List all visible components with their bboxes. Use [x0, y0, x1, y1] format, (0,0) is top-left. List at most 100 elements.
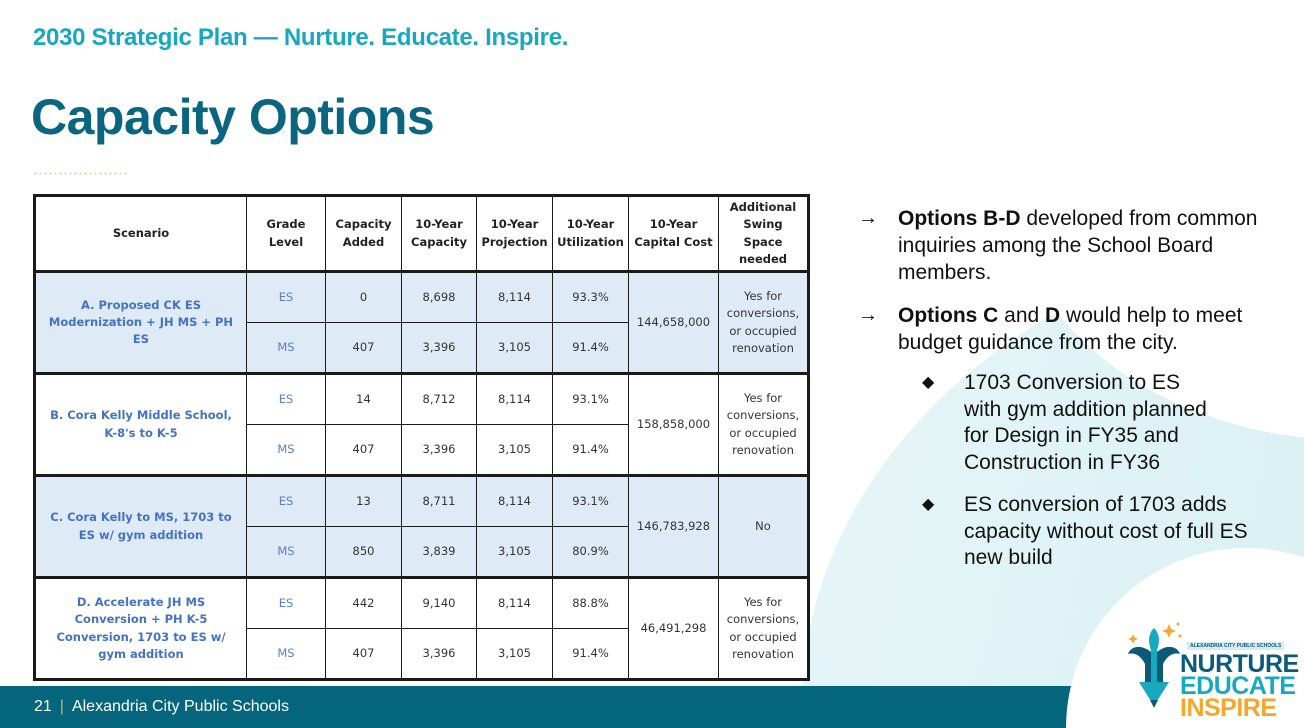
table-row: MS 850 3,839 3,105 80.9% [35, 526, 809, 578]
grade-level: MS [246, 526, 326, 578]
capacity-added: 407 [325, 424, 402, 476]
ten-year-utilization: 80.9% [552, 526, 629, 578]
ten-year-capacity: 3,396 [401, 322, 477, 374]
swing-space: Yes for conversions, or occupied renovat… [718, 372, 809, 476]
grade-level: ES [246, 372, 326, 425]
capital-cost: 158,858,000 [628, 372, 719, 476]
grade-level: MS [246, 322, 326, 374]
bullet-options-c-d: → Options C and D would help to meet bud… [858, 302, 1278, 356]
arrow-right-icon: → [858, 207, 878, 229]
bullet-list: → Options B-D developed from common inqu… [858, 205, 1278, 588]
sub-bullet-text: ES conversion of 1703 adds capacity with… [964, 493, 1248, 569]
table-row: C. Cora Kelly to MS, 1703 to ES w/ gym a… [34, 474, 809, 578]
scenario-name: D. Accelerate JH MS Conversion + PH K-5 … [34, 576, 247, 680]
table-row: MS 407 3,396 3,105 91.4% [35, 424, 809, 476]
scenario-name: A. Proposed CK ES Modernization + JH MS … [34, 270, 247, 374]
diamond-bullet-icon: ◆ [922, 374, 935, 391]
swing-space: Yes for conversions, or occupied renovat… [718, 576, 809, 680]
swing-space: No [718, 474, 809, 578]
header-swing-space: Additional Swing Space needed [718, 195, 809, 272]
slide-subtitle: 2030 Strategic Plan — Nurture. Educate. … [33, 24, 569, 51]
bullet-rest-text: developed from common inquiries among th… [898, 207, 1258, 284]
scenario-name: B. Cora Kelly Middle School, K-8's to K-… [34, 372, 247, 476]
ten-year-projection: 3,105 [476, 526, 553, 578]
bullet-connector-text: and [998, 304, 1046, 327]
arrow-right-icon: → [858, 304, 878, 326]
ten-year-capacity: 3,396 [401, 628, 477, 680]
table-header-row: Scenario Grade Level Capacity Added 10-Y… [34, 195, 809, 272]
ten-year-capacity: 3,839 [401, 526, 477, 578]
ten-year-utilization: 91.4% [552, 628, 629, 680]
ten-year-utilization: 93.3% [552, 270, 629, 323]
header-scenario: Scenario [34, 195, 247, 272]
table-row: B. Cora Kelly Middle School, K-8's to K-… [34, 372, 809, 476]
capacity-added: 407 [325, 628, 402, 680]
ten-year-projection: 8,114 [476, 474, 553, 527]
diamond-bullet-icon: ◆ [922, 496, 935, 513]
logo-word-educate: EDUCATE [1180, 672, 1296, 700]
bullet-bold-text: D [1045, 304, 1061, 327]
ten-year-utilization: 91.4% [552, 424, 629, 476]
ten-year-utilization: 93.1% [552, 372, 629, 425]
capacity-added: 850 [325, 526, 402, 578]
bullet-bold-text: Options B-D [898, 207, 1021, 230]
table-row: D. Accelerate JH MS Conversion + PH K-5 … [34, 576, 809, 680]
scenario-d-group: D. Accelerate JH MS Conversion + PH K-5 … [34, 576, 809, 680]
logo-tagline: ALEXANDRIA CITY PUBLIC SCHOOLS [1187, 642, 1285, 650]
ten-year-capacity: 3,396 [401, 424, 477, 476]
ten-year-projection: 3,105 [476, 628, 553, 680]
capital-cost: 144,658,000 [628, 270, 719, 374]
ten-year-capacity: 8,711 [401, 474, 477, 527]
logo-word-nurture: NURTURE [1180, 650, 1299, 678]
ten-year-utilization: 93.1% [552, 474, 629, 527]
swing-space: Yes for conversions, or occupied renovat… [718, 270, 809, 374]
ten-year-projection: 8,114 [476, 270, 553, 323]
ten-year-utilization: 91.4% [552, 322, 629, 374]
ten-year-capacity: 8,712 [401, 372, 477, 425]
slide-title: Capacity Options [31, 89, 435, 145]
sub-bullet-es-conversion: ◆ ES conversion of 1703 adds capacity wi… [922, 492, 1262, 572]
footer-separator: | [59, 698, 64, 715]
grade-level: ES [246, 576, 326, 629]
pencil-plant-icon [1128, 622, 1182, 708]
bullet-bold-text: Options C [898, 304, 999, 327]
ten-year-projection: 3,105 [476, 322, 553, 374]
header-10yr-projection: 10-Year Projection [476, 195, 553, 272]
logo-word-inspire: INSPIRE [1180, 694, 1277, 722]
dotted-divider [33, 172, 129, 175]
grade-level: ES [246, 474, 326, 527]
table-row: MS 407 3,396 3,105 91.4% [35, 322, 809, 374]
header-10yr-capital-cost: 10-Year Capital Cost [628, 195, 719, 272]
header-10yr-capacity: 10-Year Capacity [401, 195, 477, 272]
scenario-c-group: C. Cora Kelly to MS, 1703 to ES w/ gym a… [34, 474, 809, 578]
sub-bullet-1703-conversion: ◆ 1703 Conversion to ES with gym additio… [922, 370, 1222, 476]
bullet-text: Options B-D developed from common inquir… [898, 205, 1278, 286]
bullet-options-b-d: → Options B-D developed from common inqu… [858, 205, 1278, 286]
bullet-text: Options C and D would help to meet budge… [898, 302, 1278, 356]
ten-year-utilization: 88.8% [552, 576, 629, 629]
capital-cost: 146,783,928 [628, 474, 719, 578]
bullet-rest-text: would help to meet budget guidance from … [898, 304, 1243, 354]
scenario-name: C. Cora Kelly to MS, 1703 to ES w/ gym a… [34, 474, 247, 578]
nurture-educate-inspire-logo: ALEXANDRIA CITY PUBLIC SCHOOLS NURTURE E… [1125, 620, 1299, 721]
table-row: A. Proposed CK ES Modernization + JH MS … [34, 270, 809, 374]
grade-level: MS [246, 628, 326, 680]
capacity-added: 442 [325, 576, 402, 629]
ten-year-projection: 8,114 [476, 372, 553, 425]
scenario-a-group: A. Proposed CK ES Modernization + JH MS … [34, 270, 809, 374]
header-grade-level: Grade Level [246, 195, 326, 272]
sub-bullet-text: 1703 Conversion to ES with gym addition … [964, 371, 1207, 474]
page-number: 21 [34, 698, 52, 715]
header-capacity-added: Capacity Added [325, 195, 402, 272]
grade-level: MS [246, 424, 326, 476]
capital-cost: 46,491,298 [628, 576, 719, 680]
capacity-added: 14 [325, 372, 402, 425]
scenario-b-group: B. Cora Kelly Middle School, K-8's to K-… [34, 372, 809, 476]
capacity-options-table: Scenario Grade Level Capacity Added 10-Y… [33, 194, 810, 681]
ten-year-capacity: 9,140 [401, 576, 477, 629]
ten-year-projection: 3,105 [476, 424, 553, 476]
grade-level: ES [246, 270, 326, 323]
capacity-added: 0 [325, 270, 402, 323]
capacity-added: 13 [325, 474, 402, 527]
ten-year-capacity: 8,698 [401, 270, 477, 323]
